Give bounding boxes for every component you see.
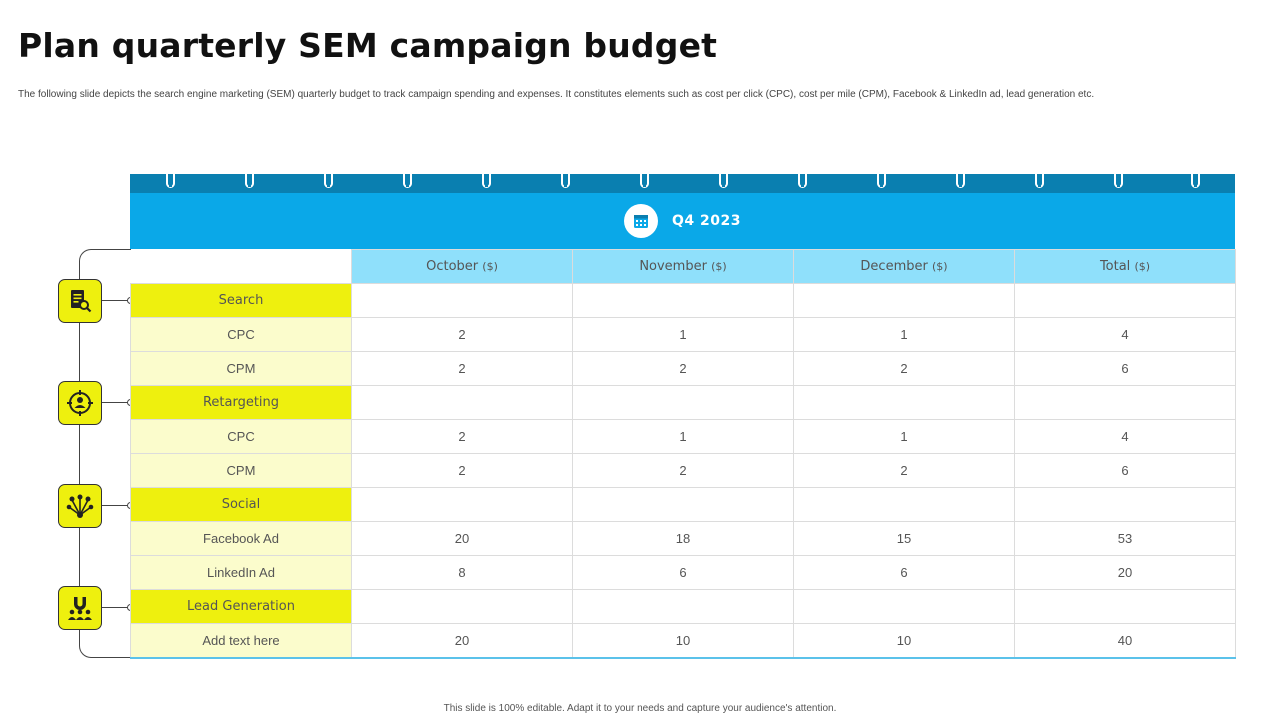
- table-row: LinkedIn Ad 8 6 6 20: [130, 555, 1236, 590]
- category-connector-line: [79, 249, 131, 658]
- table-row: Facebook Ad 20 18 15 53: [130, 521, 1236, 556]
- table-row: CPM 2 2 2 6: [130, 351, 1236, 386]
- row-label: LinkedIn Ad: [130, 555, 352, 590]
- binder-ring-icon: [245, 168, 254, 188]
- cell-value: 1: [572, 419, 794, 454]
- cell-value: 53: [1014, 521, 1236, 556]
- row-label: Facebook Ad: [130, 521, 352, 556]
- row-label: CPM: [130, 453, 352, 488]
- cell-value: 2: [351, 453, 573, 488]
- row-label: CPC: [130, 317, 352, 352]
- column-header-december: December ($): [793, 249, 1015, 284]
- table-row: CPC 2 1 1 4: [130, 419, 1236, 454]
- magnet-people-icon: [58, 586, 102, 630]
- binder-ring-icon: [1191, 168, 1200, 188]
- table-row: Add text here 20 10 10 40: [130, 623, 1236, 659]
- row-label: CPM: [130, 351, 352, 386]
- category-label: Lead Generation: [130, 589, 352, 624]
- binder-ring-icon: [1035, 168, 1044, 188]
- binder-ring-icon: [166, 168, 175, 188]
- connector-branch: [102, 300, 130, 301]
- binder-ring-icon: [1114, 168, 1123, 188]
- binder-ring-icon: [403, 168, 412, 188]
- cell-value: 2: [351, 419, 573, 454]
- slide-footer: This slide is 100% editable. Adapt it to…: [443, 703, 837, 714]
- column-header-october: October ($): [351, 249, 573, 284]
- table-header-row: October ($) November ($) December ($) To…: [130, 249, 1236, 284]
- binder-ring-icon: [482, 168, 491, 188]
- table-row: CPC 2 1 1 4: [130, 317, 1236, 352]
- connector-branch: [102, 402, 130, 403]
- row-label: Add text here: [130, 623, 352, 659]
- slide-title: Plan quarterly SEM campaign budget: [18, 26, 718, 65]
- category-row-lead-generation: Lead Generation: [130, 589, 1236, 624]
- cell-value: 1: [793, 317, 1015, 352]
- cell-value: 2: [572, 453, 794, 488]
- cell-value: 2: [793, 453, 1015, 488]
- slide-subtitle: The following slide depicts the search e…: [18, 89, 1095, 100]
- cell-value: 8: [351, 555, 573, 590]
- binder-ring-icon: [719, 168, 728, 188]
- header-blank-cell: [130, 249, 352, 284]
- network-icon: [58, 484, 102, 528]
- category-label: Social: [130, 487, 352, 522]
- target-user-icon: [58, 381, 102, 425]
- calendar-header: Q4 2023: [130, 193, 1235, 249]
- binder-ring-icon: [561, 168, 570, 188]
- cell-value: 20: [1014, 555, 1236, 590]
- binder-ring-icon: [640, 168, 649, 188]
- cell-value: 6: [1014, 351, 1236, 386]
- cell-value: 20: [351, 521, 573, 556]
- quarter-label: Q4 2023: [672, 213, 741, 229]
- binder-ring-icon: [877, 168, 886, 188]
- cell-value: 20: [351, 623, 573, 659]
- calendar-ring-bar: [130, 168, 1235, 193]
- column-header-total: Total ($): [1014, 249, 1236, 284]
- category-row-search: Search: [130, 283, 1236, 318]
- connector-branch: [102, 607, 130, 608]
- column-header-november: November ($): [572, 249, 794, 284]
- budget-table: October ($) November ($) December ($) To…: [130, 249, 1236, 659]
- connector-branch: [102, 505, 130, 506]
- cell-value: 6: [1014, 453, 1236, 488]
- cell-value: 2: [351, 317, 573, 352]
- cell-value: 2: [351, 351, 573, 386]
- cell-value: 10: [793, 623, 1015, 659]
- cell-value: 15: [793, 521, 1015, 556]
- category-label: Search: [130, 283, 352, 318]
- cell-value: 6: [572, 555, 794, 590]
- cell-value: 18: [572, 521, 794, 556]
- cell-value: 4: [1014, 419, 1236, 454]
- cell-value: 40: [1014, 623, 1236, 659]
- cell-value: 6: [793, 555, 1015, 590]
- category-row-social: Social: [130, 487, 1236, 522]
- category-row-retargeting: Retargeting: [130, 385, 1236, 420]
- cell-value: 10: [572, 623, 794, 659]
- binder-ring-icon: [956, 168, 965, 188]
- calendar-icon: [624, 204, 658, 238]
- cell-value: 1: [572, 317, 794, 352]
- cell-value: 1: [793, 419, 1015, 454]
- cell-value: 2: [793, 351, 1015, 386]
- table-row: CPM 2 2 2 6: [130, 453, 1236, 488]
- binder-ring-icon: [324, 168, 333, 188]
- cell-value: 4: [1014, 317, 1236, 352]
- cell-value: 2: [572, 351, 794, 386]
- category-label: Retargeting: [130, 385, 352, 420]
- binder-ring-icon: [798, 168, 807, 188]
- search-document-icon: [58, 279, 102, 323]
- row-label: CPC: [130, 419, 352, 454]
